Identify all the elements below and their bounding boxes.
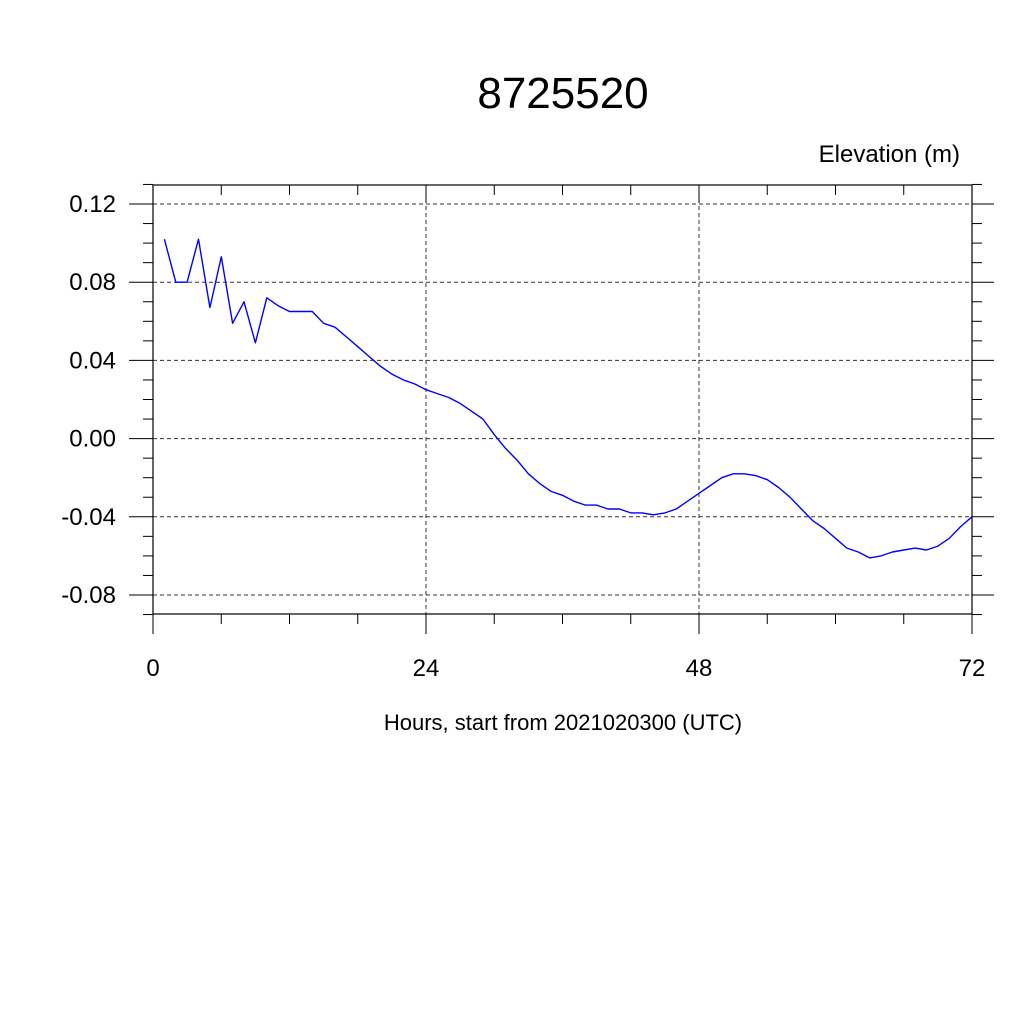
chart-title: 8725520 — [477, 69, 648, 118]
x-tick-label: 48 — [686, 655, 713, 682]
y-tick-label: 0.12 — [69, 191, 116, 218]
plot-border — [152, 184, 973, 615]
y-tick-label: 0.08 — [69, 269, 116, 296]
plot-frame — [152, 184, 973, 615]
elevation-series-line — [163, 238, 973, 559]
grid-lines — [153, 185, 972, 614]
y-axis-label: Elevation (m) — [819, 141, 960, 168]
x-tick-label: 72 — [959, 655, 986, 682]
x-axis-label: Hours, start from 2021020300 (UTC) — [384, 710, 742, 735]
y-tick-label: -0.08 — [61, 582, 116, 609]
x-tick-label: 0 — [146, 655, 159, 682]
x-tick-label: 24 — [413, 655, 440, 682]
series-layer — [163, 238, 973, 559]
y-tick-label: 0.00 — [69, 426, 116, 453]
y-tick-label: -0.04 — [61, 504, 116, 531]
y-tick-label: 0.04 — [69, 347, 116, 374]
axis-ticks — [129, 183, 994, 634]
tick-labels: 0.12 0.08 0.04 0.00 -0.04 -0.08 0 24 48 72 — [61, 191, 985, 682]
